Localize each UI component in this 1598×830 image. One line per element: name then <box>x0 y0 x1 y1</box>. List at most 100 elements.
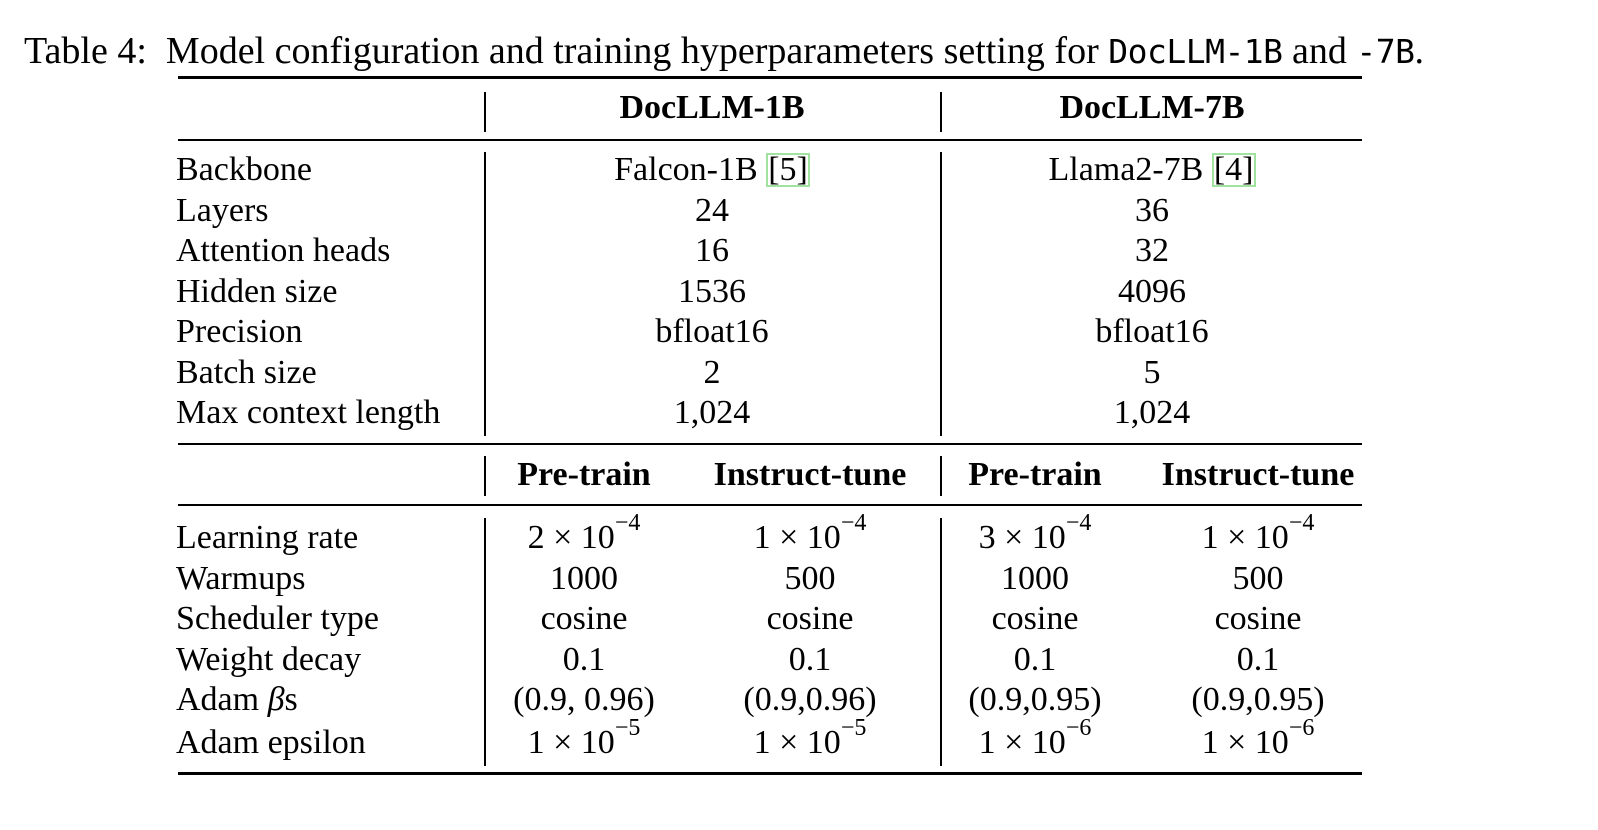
header-docllm-1b: DocLLM-1B <box>619 89 805 126</box>
learning-rate-pretrain-1b-base: 2 × 10 <box>527 519 615 556</box>
subheader-rule <box>178 504 1362 506</box>
row-label-max-context-length: Max context length <box>176 394 441 431</box>
caption-text-2: and <box>1282 30 1357 72</box>
learning-rate-instruct-7b-base: 1 × 10 <box>1201 519 1289 556</box>
batch-size-1b: 2 <box>703 354 721 391</box>
adam-epsilon-instruct-1b: 1 × 10−5 <box>690 716 930 763</box>
max-context-length-1b: 1,024 <box>673 394 751 431</box>
caption-model-2: -7B <box>1356 32 1415 71</box>
warmups-pretrain-7b: 1000 <box>1001 560 1069 597</box>
bottom-rule <box>178 772 1362 775</box>
adam-betas-instruct-7b: (0.9,0.95) <box>1191 681 1325 718</box>
backbone-1b-value: Falcon-1B <box>614 151 767 188</box>
header-rule <box>178 139 1362 141</box>
adam-betas-instruct-1b: (0.9,0.96) <box>743 681 877 718</box>
scheduler-pretrain-1b: cosine <box>540 600 628 637</box>
adam-epsilon-pretrain-1b-base: 1 × 10 <box>527 724 615 761</box>
row-label-warmups: Warmups <box>176 560 306 597</box>
row-label-learning-rate: Learning rate <box>176 519 359 556</box>
warmups-pretrain-1b: 1000 <box>550 560 618 597</box>
subheader-vline-2 <box>940 456 942 496</box>
learning-rate-pretrain-7b-base: 3 × 10 <box>978 519 1066 556</box>
adam-betas-pretrain-1b: (0.9, 0.96) <box>513 681 655 718</box>
adam-epsilon-instruct-7b: 1 × 10−6 <box>1140 716 1376 763</box>
row-label-batch-size: Batch size <box>176 354 317 391</box>
learning-rate-instruct-7b: 1 × 10−4 <box>1140 511 1376 558</box>
caption-text-1: Model configuration and training hyperpa… <box>165 30 1109 72</box>
adam-betas-suffix: s <box>284 681 298 718</box>
adam-epsilon-pretrain-7b-base: 1 × 10 <box>978 724 1066 761</box>
config-vline-2 <box>940 152 942 436</box>
attention-heads-7b: 32 <box>1135 232 1169 269</box>
learning-rate-pretrain-7b-exp: −4 <box>1065 509 1092 536</box>
scheduler-instruct-1b: cosine <box>766 600 854 637</box>
learning-rate-instruct-7b-exp: −4 <box>1288 509 1315 536</box>
adam-betas-pretrain-7b: (0.9,0.95) <box>968 681 1102 718</box>
layers-1b: 24 <box>695 192 729 229</box>
adam-epsilon-pretrain-7b: 1 × 10−6 <box>942 716 1128 763</box>
weight-decay-instruct-7b: 0.1 <box>1236 641 1280 678</box>
adam-epsilon-instruct-7b-exp: −6 <box>1288 714 1315 741</box>
adam-epsilon-instruct-1b-base: 1 × 10 <box>753 724 841 761</box>
learning-rate-instruct-1b-base: 1 × 10 <box>753 519 841 556</box>
weight-decay-instruct-1b: 0.1 <box>788 641 832 678</box>
warmups-instruct-7b: 500 <box>1232 560 1284 597</box>
layers-7b: 36 <box>1135 192 1169 229</box>
row-label-attention-heads: Attention heads <box>176 232 391 269</box>
row-label-scheduler-type: Scheduler type <box>176 600 379 637</box>
batch-size-7b: 5 <box>1143 354 1161 391</box>
adam-epsilon-pretrain-1b: 1 × 10−5 <box>486 716 682 763</box>
row-label-precision: Precision <box>176 313 303 350</box>
header-vline-1 <box>484 92 486 132</box>
subheader-instruct-7b: Instruct-tune <box>1161 456 1355 493</box>
beta-symbol: β <box>267 681 285 718</box>
learning-rate-pretrain-1b: 2 × 10−4 <box>486 511 682 558</box>
subheader-pretrain-1b: Pre-train <box>517 456 651 493</box>
precision-7b: bfloat16 <box>1095 313 1209 350</box>
row-label-weight-decay: Weight decay <box>176 641 362 678</box>
train-vline-1 <box>484 518 486 766</box>
learning-rate-instruct-1b: 1 × 10−4 <box>690 511 930 558</box>
precision-1b: bfloat16 <box>655 313 769 350</box>
warmups-instruct-1b: 500 <box>784 560 836 597</box>
backbone-7b-value: Llama2-7B <box>1048 151 1212 188</box>
adam-epsilon-pretrain-7b-exp: −6 <box>1065 714 1092 741</box>
adam-epsilon-instruct-1b-exp: −5 <box>840 714 867 741</box>
config-vline-1 <box>484 152 486 436</box>
table-caption: Table 4: Model configuration and trainin… <box>24 28 1584 75</box>
weight-decay-pretrain-7b: 0.1 <box>1013 641 1057 678</box>
adam-epsilon-pretrain-1b-exp: −5 <box>614 714 641 741</box>
caption-text-3: . <box>1414 30 1425 72</box>
row-label-backbone: Backbone <box>176 151 312 188</box>
row-label-adam-betas: Adam βs <box>176 680 298 720</box>
scheduler-pretrain-7b: cosine <box>991 600 1079 637</box>
citation-link-4[interactable]: [4] <box>1211 151 1256 188</box>
mid-rule <box>178 443 1362 445</box>
caption-model-1: DocLLM-1B <box>1108 32 1283 71</box>
max-context-length-7b: 1,024 <box>1113 394 1191 431</box>
subheader-instruct-1b: Instruct-tune <box>713 456 907 493</box>
row-label-adam-epsilon: Adam epsilon <box>176 724 366 761</box>
row-label-hidden-size: Hidden size <box>176 273 338 310</box>
backbone-7b: Llama2-7B [4] <box>942 150 1362 190</box>
learning-rate-pretrain-1b-exp: −4 <box>614 509 641 536</box>
adam-betas-prefix: Adam <box>176 681 268 718</box>
top-rule <box>178 76 1362 79</box>
subheader-pretrain-7b: Pre-train <box>968 456 1102 493</box>
learning-rate-pretrain-7b: 3 × 10−4 <box>942 511 1128 558</box>
backbone-1b: Falcon-1B [5] <box>486 150 938 190</box>
row-label-layers: Layers <box>176 192 269 229</box>
subheader-vline-1 <box>484 456 486 496</box>
weight-decay-pretrain-1b: 0.1 <box>562 641 606 678</box>
adam-epsilon-instruct-7b-base: 1 × 10 <box>1201 724 1289 761</box>
hidden-size-7b: 4096 <box>1118 273 1186 310</box>
scheduler-instruct-7b: cosine <box>1214 600 1302 637</box>
caption-prefix: Table 4: <box>24 30 147 72</box>
train-vline-2 <box>940 518 942 766</box>
header-vline-2 <box>940 92 942 132</box>
citation-link-5[interactable]: [5] <box>766 151 810 188</box>
header-docllm-7b: DocLLM-7B <box>1059 89 1245 126</box>
hidden-size-1b: 1536 <box>678 273 746 310</box>
learning-rate-instruct-1b-exp: −4 <box>840 509 867 536</box>
attention-heads-1b: 16 <box>695 232 729 269</box>
